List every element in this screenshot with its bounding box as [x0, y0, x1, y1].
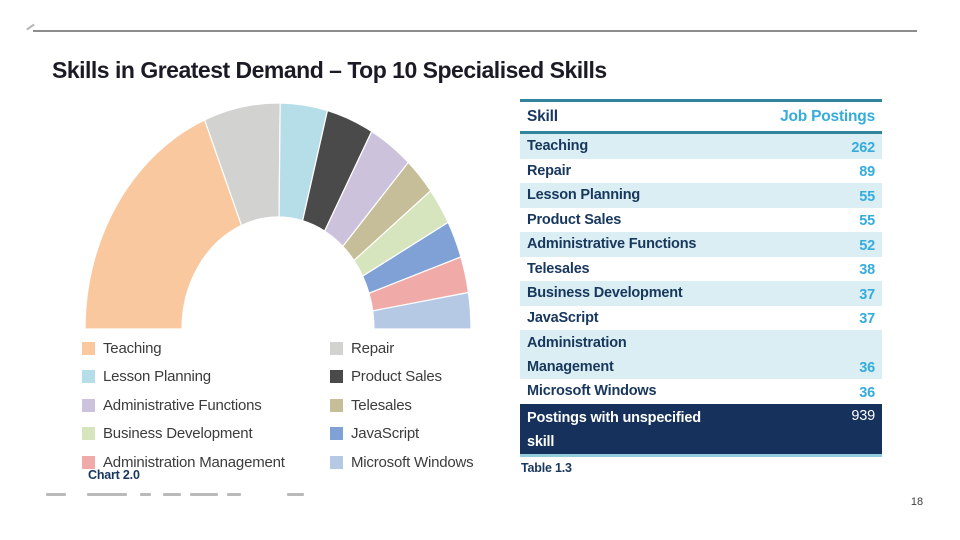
- cell-skill: Business Development: [527, 285, 683, 302]
- table-row-microsoft-windows: Microsoft Windows 36: [520, 379, 882, 404]
- cell-skill: Telesales: [527, 260, 590, 277]
- table-row-teaching: Teaching 262: [520, 134, 882, 159]
- legend-label: Telesales: [351, 396, 412, 414]
- top-divider-line: [33, 30, 917, 32]
- cell-job-postings: 89: [859, 164, 875, 180]
- legend-item-administration-management: Administration Management: [82, 448, 330, 477]
- legend-item-product-sales: Product Sales: [330, 363, 473, 392]
- legend-item-administrative-functions: Administrative Functions: [82, 391, 330, 420]
- legend-item-javascript: JavaScript: [330, 420, 473, 449]
- table-row-postings-with-unspecified-skill: Postings with unspecified skill 939: [520, 403, 882, 454]
- legend-swatch: [82, 455, 95, 469]
- table-body: Teaching 262 Repair 89 Lesson Planning 55 Prod…: [520, 134, 882, 454]
- legend-label: Business Development: [103, 425, 253, 443]
- page-title: Skills in Greatest Demand – Top 10 Speci…: [52, 57, 607, 83]
- cell-job-postings: 52: [859, 237, 875, 254]
- legend-label: Repair: [351, 339, 394, 357]
- donut-segment-microsoft-windows: [372, 291, 472, 330]
- legend-label: Administrative Functions: [103, 396, 262, 414]
- half-donut-svg: [84, 102, 472, 330]
- table-row-repair: Repair 89: [520, 159, 882, 184]
- half-donut-chart: [58, 95, 498, 332]
- legend-swatch: [330, 398, 343, 412]
- donut-segment-teaching: [84, 119, 243, 330]
- table-top-border: [520, 99, 882, 102]
- legend-swatch: [82, 427, 95, 441]
- cell-skill: Product Sales: [527, 211, 622, 228]
- cropped-text-fragment: [140, 493, 151, 496]
- table-bottom-border: [520, 453, 882, 457]
- legend-swatch: [82, 370, 95, 384]
- legend-swatch: [330, 427, 343, 441]
- table-row-javascript: JavaScript 37: [520, 306, 882, 331]
- table-row-lesson-planning: Lesson Planning 55: [520, 183, 882, 208]
- chart-legend: Teaching Repair Lesson Planning Product Sal…: [82, 334, 474, 477]
- cropped-text-fragment: [87, 493, 127, 496]
- cell-skill: Administration Management: [527, 334, 627, 375]
- legend-item-lesson-planning: Lesson Planning: [82, 363, 330, 392]
- legend-swatch: [330, 341, 343, 355]
- table-row-telesales: Telesales 38: [520, 257, 882, 282]
- table-row-business-development: Business Development 37: [520, 281, 882, 306]
- legend-item-microsoft-windows: Microsoft Windows: [330, 448, 474, 477]
- cell-job-postings: 36: [859, 384, 875, 401]
- cropped-text-fragment: [227, 493, 241, 496]
- cell-skill: JavaScript: [527, 309, 599, 326]
- legend-label: Lesson Planning: [103, 368, 211, 386]
- column-header-job-postings: Job Postings: [780, 107, 875, 125]
- legend-item-telesales: Telesales: [330, 391, 473, 420]
- cell-job-postings: 38: [859, 262, 875, 278]
- legend-label: Product Sales: [351, 368, 442, 386]
- cropped-text-fragment: [190, 493, 218, 496]
- cell-job-postings: 262: [851, 139, 875, 156]
- table-header-row: Skill Job Postings: [520, 102, 882, 131]
- cell-skill: Teaching: [527, 138, 588, 155]
- table-header-border: [520, 131, 882, 134]
- legend-label: Administration Management: [103, 453, 285, 471]
- table-row-administrative-functions: Administrative Functions 52: [520, 232, 882, 257]
- legend-swatch: [82, 398, 95, 412]
- legend-item-teaching: Teaching: [82, 334, 330, 363]
- legend-label: JavaScript: [351, 425, 420, 443]
- cell-job-postings: 36: [859, 360, 875, 376]
- cropped-text-fragments: [0, 493, 400, 498]
- cell-job-postings: 37: [859, 286, 875, 303]
- legend-swatch: [330, 370, 343, 384]
- table-row-product-sales: Product Sales 55: [520, 208, 882, 233]
- cell-skill: Repair: [527, 162, 571, 179]
- cell-job-postings: 37: [859, 311, 875, 327]
- legend-swatch: [82, 341, 95, 355]
- cropped-text-fragment: [287, 493, 304, 496]
- cropped-text-fragment: [46, 493, 66, 496]
- cropped-text-fragment: [163, 493, 181, 496]
- cell-skill: Microsoft Windows: [527, 383, 657, 400]
- cell-job-postings: 55: [859, 213, 875, 229]
- legend-swatch: [330, 455, 343, 469]
- table-row-administration-management: Administration Management 36: [520, 330, 882, 379]
- legend-label: Microsoft Windows: [351, 453, 474, 471]
- cell-job-postings: 939: [851, 407, 875, 424]
- cell-skill: Postings with unspecified skill: [527, 409, 701, 450]
- legend-item-repair: Repair: [330, 334, 473, 363]
- cell-skill: Lesson Planning: [527, 187, 641, 204]
- cell-skill: Administrative Functions: [527, 236, 697, 253]
- chart-caption: Chart 2.0: [88, 468, 140, 482]
- skills-table: Skill Job Postings Teaching 262 Repair 89 Le…: [520, 99, 882, 457]
- legend-label: Teaching: [103, 339, 162, 357]
- table-caption: Table 1.3: [521, 461, 572, 475]
- legend-item-business-development: Business Development: [82, 420, 330, 449]
- column-header-skill: Skill: [527, 107, 558, 125]
- cell-job-postings: 55: [859, 188, 875, 205]
- page-number: 18: [910, 496, 924, 508]
